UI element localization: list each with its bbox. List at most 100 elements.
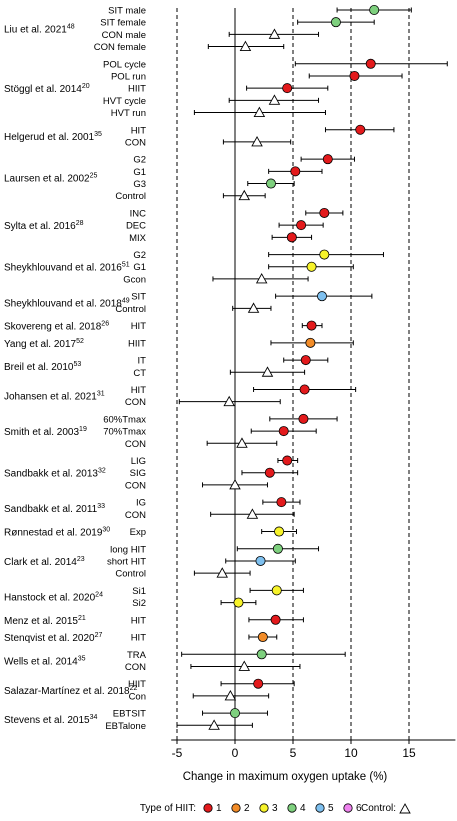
x-tick-label: 10	[344, 746, 358, 760]
hiit-circle-marker	[365, 58, 376, 69]
effect-estimate	[277, 455, 299, 466]
effect-estimate	[190, 660, 301, 671]
hiit-circle-marker	[271, 585, 282, 596]
control-triangle-marker	[239, 40, 252, 51]
arm-label: HIT	[131, 321, 147, 332]
effect-estimate	[193, 106, 326, 117]
arm-label: CON male	[102, 30, 146, 41]
arm-label: MIX	[129, 233, 147, 244]
control-triangle-marker	[238, 189, 251, 201]
arm-label: POL run	[111, 71, 146, 82]
study-name: Sheykhlouvand et al. 201651	[4, 262, 130, 274]
hiit-circle-marker	[286, 232, 297, 243]
arm-label: CON	[125, 439, 146, 450]
study-name: Smith et al. 200319	[4, 426, 87, 438]
effect-estimate	[262, 497, 301, 508]
effect-estimate	[207, 40, 285, 51]
control-triangle-marker	[268, 28, 281, 39]
arm-label: HIIT	[128, 84, 146, 95]
effect-estimate	[202, 478, 268, 490]
effect-estimate	[220, 678, 295, 689]
arm-label: CON	[125, 397, 146, 408]
hiit-circle-marker	[349, 70, 360, 81]
effect-estimate	[294, 58, 448, 69]
arm-label: IT	[138, 356, 147, 367]
hiit-circle-marker	[319, 207, 330, 218]
control-triangle-marker	[255, 273, 268, 284]
arm-label: CON female	[94, 42, 146, 53]
legend-label: 4	[300, 803, 306, 814]
x-tick-label: -5	[172, 746, 183, 760]
study-name: Stenqvist et al. 202027	[4, 632, 103, 644]
arm-label: Si2	[132, 598, 146, 609]
arm-label: POL cycle	[103, 59, 146, 70]
legend-swatch	[287, 803, 297, 813]
hiit-circle-marker	[274, 526, 285, 537]
arm-label: HVT cycle	[103, 96, 146, 107]
effect-estimate	[336, 5, 412, 15]
arm-label: HIT	[131, 385, 147, 396]
study-name: Breil et al. 201053	[4, 361, 81, 373]
arm-label: INC	[130, 208, 147, 219]
arm-label: HIT	[131, 125, 147, 136]
arm-label: CON	[125, 510, 146, 521]
control-triangle-marker	[247, 302, 260, 313]
study-name: Menz et al. 201521	[4, 615, 86, 627]
effect-estimate	[305, 207, 344, 218]
effect-estimate	[202, 708, 268, 719]
hiit-circle-marker	[305, 337, 316, 348]
arm-label: short HIT	[107, 556, 146, 567]
legend: Type of HIIT: 1 2 3 4 5 6 Control:	[140, 803, 411, 814]
hiit-circle-marker	[270, 614, 281, 625]
effect-estimate	[250, 426, 317, 437]
study-name: Hanstock et al. 202024	[4, 591, 103, 603]
legend-swatch	[259, 803, 269, 813]
study-name: Skovereng et al. 201826	[4, 321, 109, 333]
arm-label: EBTSIT	[113, 709, 146, 720]
study-name: Stöggl et al. 201420	[4, 83, 90, 95]
effect-estimate	[269, 413, 338, 424]
arm-label: Control	[115, 191, 146, 202]
effect-estimate	[220, 597, 257, 608]
hiit-circle-marker	[355, 124, 366, 135]
legend-swatch	[343, 803, 353, 813]
arm-label: HVT run	[111, 108, 146, 119]
study-name: Sandbakk et al. 201133	[4, 503, 105, 515]
effect-estimate	[249, 585, 304, 596]
arm-label: HIIT	[128, 338, 146, 349]
x-tick-label: 15	[402, 746, 416, 760]
hiit-circle-marker	[233, 597, 244, 608]
legend-swatch	[231, 803, 241, 813]
effect-estimate	[178, 395, 281, 407]
study-name: Stevens et al. 201534	[4, 714, 98, 726]
arm-label: LIG	[131, 456, 146, 467]
effect-estimate	[193, 567, 251, 578]
control-triangle-marker	[224, 689, 237, 701]
effect-estimate	[206, 437, 278, 448]
arm-label: HIT	[131, 633, 147, 644]
hiit-circle-marker	[300, 355, 311, 366]
hiit-circle-marker	[298, 413, 309, 424]
hiit-circle-marker	[276, 497, 287, 508]
effect-estimate	[247, 178, 295, 189]
effect-estimate	[229, 366, 306, 377]
hiit-circle-marker	[272, 543, 283, 554]
study-name: Yang et al. 201752	[4, 338, 84, 350]
effect-estimate	[301, 320, 323, 331]
control-triangle-marker	[268, 94, 281, 105]
hiit-circle-marker	[265, 178, 276, 189]
legend-control-triangle-icon	[399, 803, 411, 814]
arm-label: SIT female	[100, 18, 146, 29]
legend-swatch	[315, 803, 325, 813]
effect-estimate	[192, 689, 270, 701]
arm-label: 70%Tmax	[103, 427, 146, 438]
effect-estimate	[241, 467, 299, 478]
effect-estimate	[222, 136, 292, 147]
effect-estimate	[268, 261, 354, 272]
arm-label: CON	[125, 480, 146, 491]
hiit-circle-marker	[264, 467, 275, 478]
hiit-circle-marker	[255, 555, 266, 566]
control-triangle-marker	[238, 660, 251, 671]
control-triangle-marker	[253, 106, 266, 117]
